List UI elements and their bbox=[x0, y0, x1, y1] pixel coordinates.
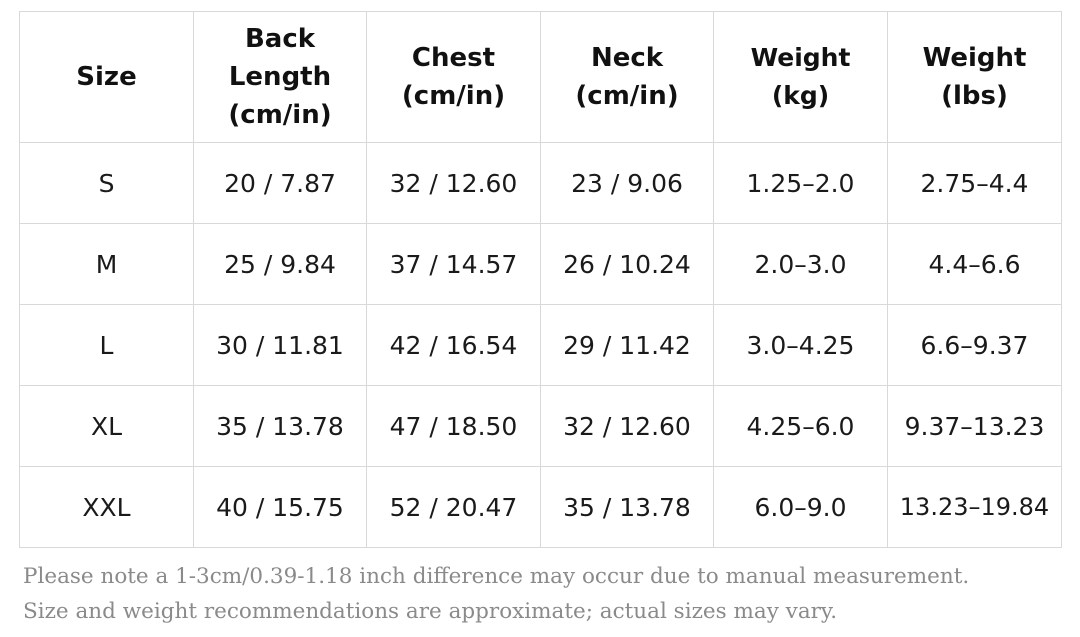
table-row: L 30 / 11.81 42 / 16.54 29 / 11.42 3.0–4… bbox=[19, 304, 1062, 386]
header-row: Size Back Length (cm/in) Chest (cm/in) N… bbox=[19, 11, 1062, 143]
header-back-length: Back Length (cm/in) bbox=[193, 11, 367, 143]
cell-weight-lbs: 9.37–13.23 bbox=[887, 385, 1062, 467]
note-line-approximate: Size and weight recommendations are appr… bbox=[23, 599, 838, 624]
cell-chest: 42 / 16.54 bbox=[366, 304, 541, 386]
header-size: Size bbox=[19, 11, 194, 143]
cell-weight-kg: 6.0–9.0 bbox=[713, 466, 888, 548]
cell-neck: 26 / 10.24 bbox=[540, 223, 714, 305]
cell-weight-kg: 1.25–2.0 bbox=[713, 142, 888, 224]
cell-weight-kg: 2.0–3.0 bbox=[713, 223, 888, 305]
table-row: S 20 / 7.87 32 / 12.60 23 / 9.06 1.25–2.… bbox=[19, 142, 1062, 224]
note-line-measurement: Please note a 1-3cm/0.39-1.18 inch diffe… bbox=[23, 564, 970, 589]
cell-back-length: 20 / 7.87 bbox=[193, 142, 367, 224]
cell-back-length: 25 / 9.84 bbox=[193, 223, 367, 305]
cell-weight-kg: 4.25–6.0 bbox=[713, 385, 888, 467]
cell-neck: 32 / 12.60 bbox=[540, 385, 714, 467]
cell-size: L bbox=[19, 304, 194, 386]
cell-neck: 23 / 9.06 bbox=[540, 142, 714, 224]
cell-chest: 32 / 12.60 bbox=[366, 142, 541, 224]
header-weight-lbs: Weight (lbs) bbox=[887, 11, 1062, 143]
disclaimer-note: Please note a 1-3cm/0.39-1.18 inch diffe… bbox=[23, 559, 1073, 629]
header-weight-kg: Weight (kg) bbox=[713, 11, 888, 143]
cell-chest: 52 / 20.47 bbox=[366, 466, 541, 548]
header-neck: Neck (cm/in) bbox=[540, 11, 714, 143]
cell-weight-lbs: 2.75–4.4 bbox=[887, 142, 1062, 224]
table-row: XL 35 / 13.78 47 / 18.50 32 / 12.60 4.25… bbox=[19, 385, 1062, 467]
cell-back-length: 40 / 15.75 bbox=[193, 466, 367, 548]
cell-back-length: 30 / 11.81 bbox=[193, 304, 367, 386]
cell-chest: 37 / 14.57 bbox=[366, 223, 541, 305]
cell-neck: 29 / 11.42 bbox=[540, 304, 714, 386]
cell-back-length: 35 / 13.78 bbox=[193, 385, 367, 467]
cell-weight-lbs: 13.23–19.84 bbox=[887, 466, 1062, 548]
table-row: M 25 / 9.84 37 / 14.57 26 / 10.24 2.0–3.… bbox=[19, 223, 1062, 305]
header-chest: Chest (cm/in) bbox=[366, 11, 541, 143]
cell-size: S bbox=[19, 142, 194, 224]
cell-weight-kg: 3.0–4.25 bbox=[713, 304, 888, 386]
cell-weight-lbs: 4.4–6.6 bbox=[887, 223, 1062, 305]
cell-neck: 35 / 13.78 bbox=[540, 466, 714, 548]
size-chart: Size Back Length (cm/in) Chest (cm/in) N… bbox=[19, 11, 1062, 548]
cell-chest: 47 / 18.50 bbox=[366, 385, 541, 467]
cell-size: XL bbox=[19, 385, 194, 467]
table-row: XXL 40 / 15.75 52 / 20.47 35 / 13.78 6.0… bbox=[19, 466, 1062, 548]
cell-size: M bbox=[19, 223, 194, 305]
size-chart-table: Size Back Length (cm/in) Chest (cm/in) N… bbox=[19, 11, 1062, 548]
cell-size: XXL bbox=[19, 466, 194, 548]
cell-weight-lbs: 6.6–9.37 bbox=[887, 304, 1062, 386]
